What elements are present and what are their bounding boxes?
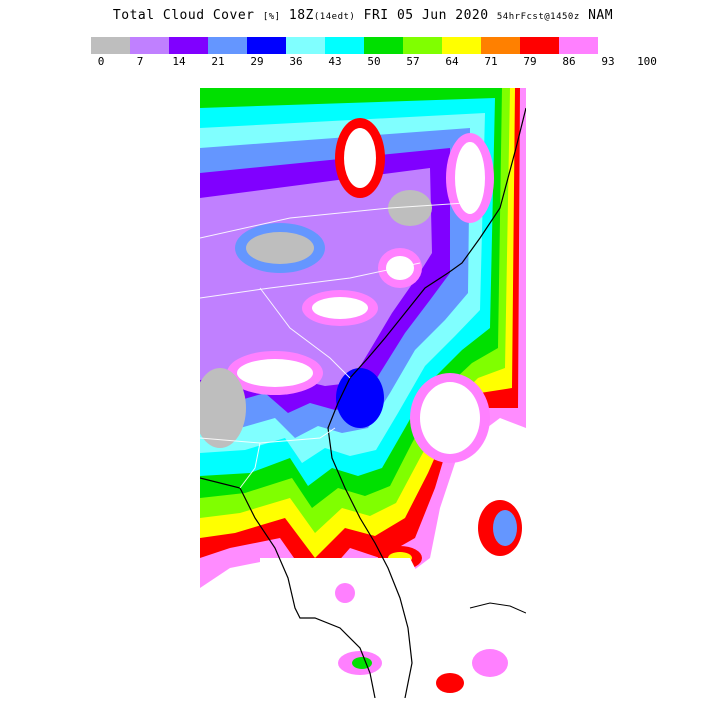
legend-tick-7: 50 (367, 55, 381, 68)
legend-swatch-11 (520, 37, 559, 54)
clear-pocket-ocean-core (420, 382, 480, 454)
legend-swatch-1 (130, 37, 169, 54)
legend-swatch-9 (442, 37, 481, 54)
title-local-time: (14edt) (313, 12, 356, 22)
legend-tick-5: 36 (289, 55, 303, 68)
title-valid-time: 18Z (288, 8, 314, 23)
legend-swatch-5 (286, 37, 325, 54)
legend-tick-8: 57 (406, 55, 420, 68)
clear-pocket-va-core (344, 128, 376, 188)
map-title: Total Cloud Cover [%] 18Z(14edt) FRI 05 … (0, 8, 726, 23)
legend-swatch-0 (91, 37, 130, 54)
title-date: FRI 05 Jun 2020 (363, 8, 489, 23)
legend-tick-10: 71 (484, 55, 498, 68)
legend-tick-1: 7 (136, 55, 144, 68)
cloud-patch-atlantic-core (493, 510, 517, 546)
overcast-pocket-coast (336, 368, 384, 428)
legend-swatch-8 (403, 37, 442, 54)
clear-pocket-nc-core (386, 256, 414, 280)
cuba-coast (469, 602, 526, 614)
cloud-patch-fl-4 (436, 673, 464, 693)
legend-swatch-6 (325, 37, 364, 54)
clear-pocket-ga-core (237, 359, 313, 387)
overcast-pocket-al (200, 368, 246, 448)
cloud-patch-fl-1-core (352, 657, 372, 669)
title-product: Total Cloud Cover (112, 8, 255, 23)
legend-tick-6: 43 (328, 55, 342, 68)
color-legend (91, 37, 598, 54)
legend-tick-9: 64 (445, 55, 459, 68)
clear-pocket-offshore-core (455, 142, 485, 214)
title-units: [%] (262, 12, 281, 22)
legend-tick-2: 14 (172, 55, 186, 68)
legend-ticks: 0 7 14 21 29 36 43 50 57 64 71 79 86 93 100 (0, 55, 726, 71)
overcast-pocket-nc-core (246, 232, 314, 264)
cloud-patch-fl-3 (472, 649, 508, 677)
legend-tick-13: 93 (601, 55, 615, 68)
legend-tick-12: 86 (562, 55, 576, 68)
legend-swatch-12 (559, 37, 598, 54)
title-model: NAM (588, 8, 614, 23)
legend-tick-0: 0 (97, 55, 105, 68)
legend-swatch-7 (364, 37, 403, 54)
title-forecast: 54hrFcst@1450z (496, 12, 580, 22)
state-borders (200, 202, 466, 489)
legend-tick-14: 100 (637, 55, 657, 68)
legend-swatch-4 (247, 37, 286, 54)
clear-pocket-sc-core (312, 297, 368, 319)
legend-swatch-10 (481, 37, 520, 54)
coastline (327, 107, 526, 698)
legend-swatch-3 (208, 37, 247, 54)
overcast-pocket-va (388, 190, 432, 226)
clear-florida (260, 558, 526, 698)
cloud-patch-fl-2 (335, 583, 355, 603)
legend-tick-11: 79 (523, 55, 537, 68)
cloud-band-7 (200, 168, 432, 388)
legend-swatch-2 (169, 37, 208, 54)
legend-tick-3: 21 (211, 55, 225, 68)
legend-tick-4: 29 (250, 55, 264, 68)
cloud-cover-map (200, 88, 526, 698)
